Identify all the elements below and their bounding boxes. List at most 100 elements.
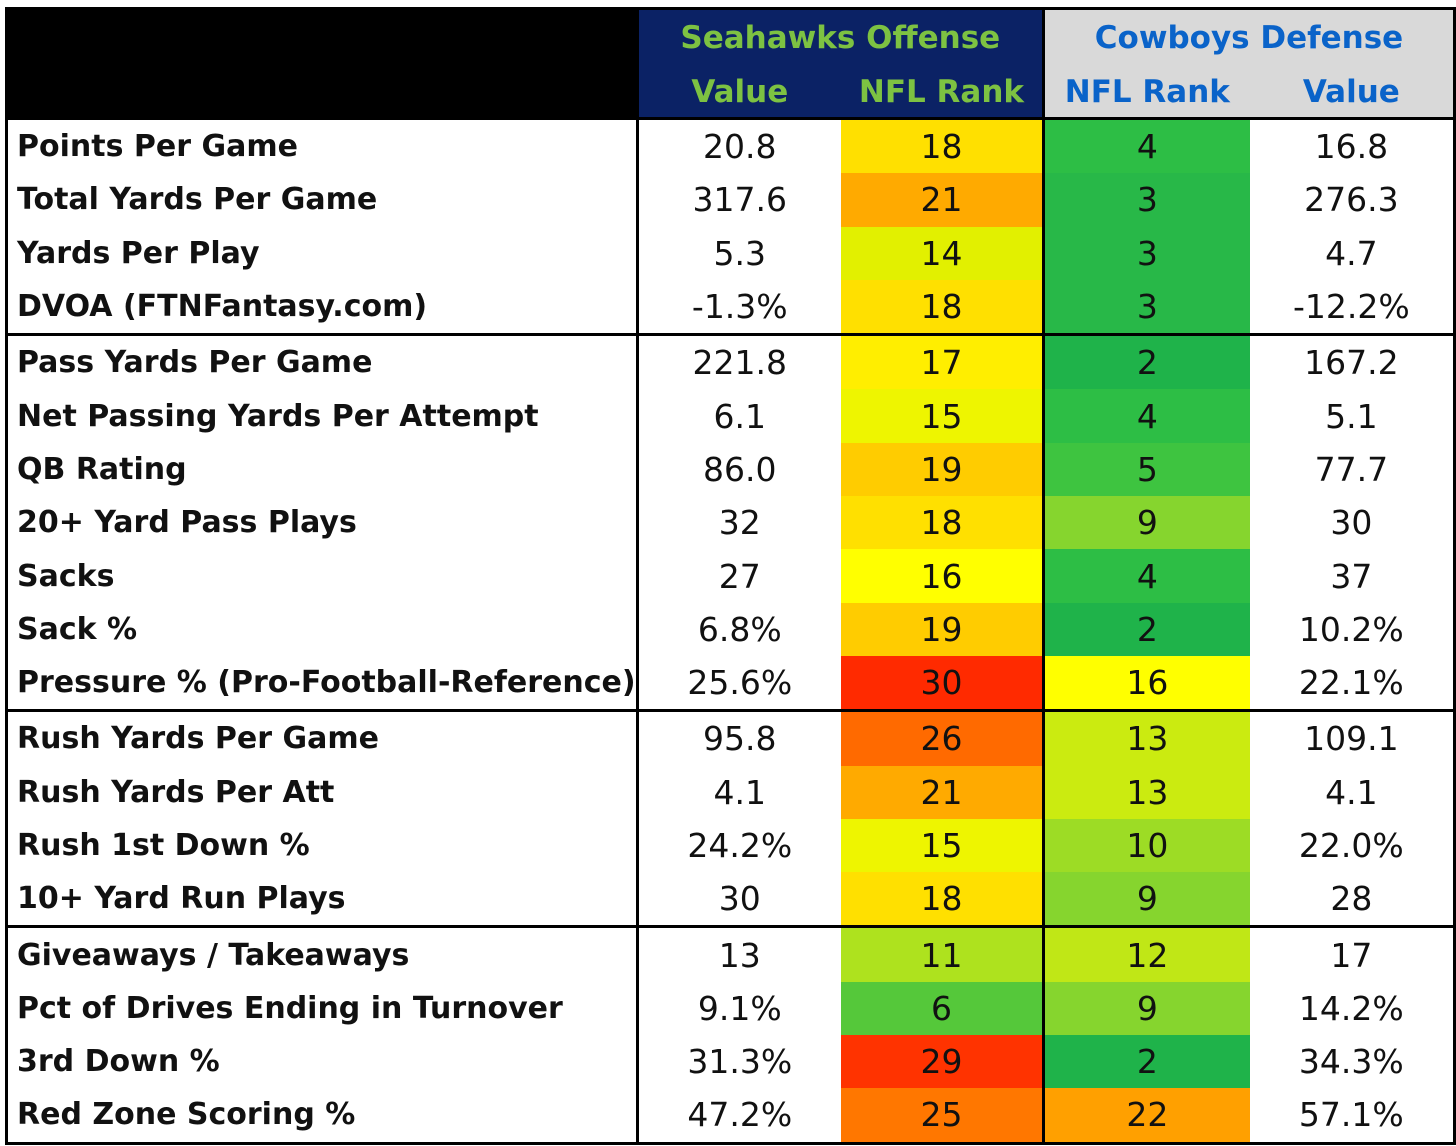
offense-value-cell: 5.3 bbox=[713, 233, 767, 273]
offense-rank-cell: 21 bbox=[840, 173, 1044, 227]
table-row: QB Rating 86.0 19 5 77.7 bbox=[5, 442, 1456, 497]
offense-value-cell: 86.0 bbox=[703, 449, 777, 489]
table-row: Red Zone Scoring % 47.2% 25 22 57.1% bbox=[5, 1088, 1456, 1145]
table-row: 3rd Down % 31.3% 29 2 34.3% bbox=[5, 1035, 1456, 1089]
offense-value-cell: 9.1% bbox=[697, 988, 782, 1028]
defense-rank-cell: 9 bbox=[1041, 496, 1250, 550]
table-row: Rush Yards Per Att 4.1 21 13 4.1 bbox=[5, 765, 1456, 819]
offense-rank-cell: 17 bbox=[840, 334, 1044, 390]
stat-label: 10+ Yard Run Plays bbox=[5, 872, 639, 929]
table-row: 10+ Yard Run Plays 30 18 9 28 bbox=[5, 872, 1456, 929]
offense-rank-cell: 14 bbox=[840, 226, 1044, 280]
stat-label: Giveaways / Takeaways bbox=[5, 926, 639, 982]
offense-value-cell: 31.3% bbox=[687, 1042, 793, 1082]
defense-rank-cell: 3 bbox=[1041, 279, 1250, 337]
defense-value-cell: 22.0% bbox=[1249, 818, 1456, 873]
stat-label: 20+ Yard Pass Plays bbox=[5, 496, 639, 550]
table-row: Pass Yards Per Game 221.8 17 2 167.2 bbox=[5, 334, 1456, 390]
offense-value-cell: 25.6% bbox=[637, 655, 841, 713]
defense-rank-cell: 12 bbox=[1041, 926, 1250, 982]
defense-value-cell: 4.7 bbox=[1249, 226, 1456, 280]
offense-rank-cell: 18 bbox=[840, 872, 1044, 929]
table-row: Sack % 6.8% 19 2 10.2% bbox=[5, 602, 1456, 656]
defense-rank-cell: 4 bbox=[1041, 549, 1250, 603]
offense-value-cell: 4.1 bbox=[713, 772, 767, 812]
defense-rank-cell: 13 bbox=[1041, 765, 1250, 819]
defense-value-cell: 77.7 bbox=[1249, 442, 1456, 497]
stat-label: Red Zone Scoring % bbox=[5, 1088, 639, 1145]
table-row: Sacks 27 16 4 37 bbox=[5, 549, 1456, 603]
offense-rank-cell: 19 bbox=[840, 442, 1044, 497]
offense-value-cell: 32 bbox=[718, 503, 761, 543]
defense-value-cell: 16.8 bbox=[1249, 117, 1456, 174]
table-row: Rush 1st Down % 24.2% 15 10 22.0% bbox=[5, 818, 1456, 873]
stat-label: Points Per Game bbox=[5, 117, 639, 174]
offense-value-cell: 221.8 bbox=[692, 343, 788, 383]
header-blank-cell bbox=[5, 7, 639, 120]
stats-table: Seahawks Offense Cowboys Defense Value N… bbox=[5, 7, 1456, 1145]
defense-value-header: Value bbox=[1249, 66, 1456, 119]
defense-rank-cell: 13 bbox=[1041, 710, 1250, 766]
offense-value-cell: 6.8% bbox=[697, 609, 782, 649]
table-row: Pressure % (Pro-Football-Reference) 25.6%… bbox=[5, 655, 1456, 713]
offense-team-header: Seahawks Offense bbox=[637, 7, 1044, 66]
defense-value-cell: -12.2% bbox=[1249, 279, 1456, 337]
offense-rank-cell: 25 bbox=[840, 1088, 1044, 1145]
stat-label: Pressure % (Pro-Football-Reference) bbox=[5, 655, 639, 713]
defense-value-cell: 22.1% bbox=[1249, 655, 1456, 713]
defense-rank-header: NFL Rank bbox=[1041, 66, 1250, 119]
offense-value-cell: -1.3% bbox=[637, 279, 841, 337]
offense-rank-cell: 6 bbox=[840, 981, 1044, 1036]
header-row-columns: Value NFL Rank NFL Rank Value bbox=[7, 66, 1456, 119]
stat-label: Rush Yards Per Att bbox=[5, 765, 639, 819]
table-row: Net Passing Yards Per Attempt 6.1 15 4 5.1 bbox=[5, 389, 1456, 443]
table-row: Giveaways / Takeaways 13 11 12 17 bbox=[5, 926, 1456, 982]
offense-value-cell: 24.2% bbox=[687, 826, 793, 865]
offense-value-cell: 30 bbox=[637, 872, 841, 929]
stat-label: Pass Yards Per Game bbox=[5, 334, 639, 390]
offense-rank-cell: 19 bbox=[840, 602, 1044, 656]
defense-team-header: Cowboys Defense bbox=[1041, 7, 1456, 66]
table-row: DVOA (FTNFantasy.com) -1.3% 18 3 -12.2% bbox=[5, 279, 1456, 337]
defense-value-cell: 14.2% bbox=[1249, 981, 1456, 1036]
defense-value-cell: 37 bbox=[1249, 549, 1456, 603]
offense-value-cell: 6.1 bbox=[713, 396, 767, 436]
stat-label: 3rd Down % bbox=[5, 1035, 639, 1089]
offense-rank-cell: 21 bbox=[840, 765, 1044, 819]
defense-value-cell: 57.1% bbox=[1249, 1088, 1456, 1145]
offense-rank-cell: 11 bbox=[840, 926, 1044, 982]
offense-rank-cell: 15 bbox=[840, 389, 1044, 443]
defense-value-cell: 17 bbox=[1249, 926, 1456, 982]
offense-value-cell: 20.8 bbox=[637, 117, 841, 174]
stat-label: Sacks bbox=[5, 549, 639, 603]
defense-rank-cell: 10 bbox=[1041, 818, 1250, 873]
defense-rank-cell: 4 bbox=[1041, 389, 1250, 443]
table-row: Pct of Drives Ending in Turnover 9.1% 6 9 14… bbox=[5, 981, 1456, 1036]
offense-rank-cell: 30 bbox=[840, 655, 1044, 713]
defense-rank-cell: 2 bbox=[1041, 1035, 1250, 1089]
stat-label: Rush 1st Down % bbox=[5, 818, 639, 873]
defense-value-cell: 30 bbox=[1249, 496, 1456, 550]
offense-value-header: Value bbox=[637, 66, 841, 119]
offense-value-cell: 47.2% bbox=[637, 1088, 841, 1145]
stat-label: DVOA (FTNFantasy.com) bbox=[5, 279, 639, 337]
offense-value-cell: 13 bbox=[718, 935, 761, 975]
defense-value-cell: 10.2% bbox=[1249, 602, 1456, 656]
stat-label: Sack % bbox=[5, 602, 639, 656]
offense-rank-cell: 26 bbox=[840, 710, 1044, 766]
defense-rank-cell: 9 bbox=[1041, 981, 1250, 1036]
defense-value-cell: 34.3% bbox=[1249, 1035, 1456, 1089]
stat-label: Net Passing Yards Per Attempt bbox=[5, 389, 639, 443]
defense-rank-cell: 5 bbox=[1041, 442, 1250, 497]
table-row: Points Per Game 20.8 18 4 16.8 bbox=[5, 117, 1456, 174]
offense-value-cell: 317.6 bbox=[692, 180, 788, 220]
offense-rank-cell: 18 bbox=[840, 117, 1044, 174]
defense-value-cell: 276.3 bbox=[1249, 173, 1456, 227]
offense-rank-cell: 16 bbox=[840, 549, 1044, 603]
stat-label: Yards Per Play bbox=[5, 226, 639, 280]
header-row-teams: Seahawks Offense Cowboys Defense bbox=[5, 7, 1456, 120]
table-row: Yards Per Play 5.3 14 3 4.7 bbox=[5, 226, 1456, 280]
defense-value-cell: 4.1 bbox=[1249, 765, 1456, 819]
offense-rank-header: NFL Rank bbox=[840, 66, 1044, 119]
